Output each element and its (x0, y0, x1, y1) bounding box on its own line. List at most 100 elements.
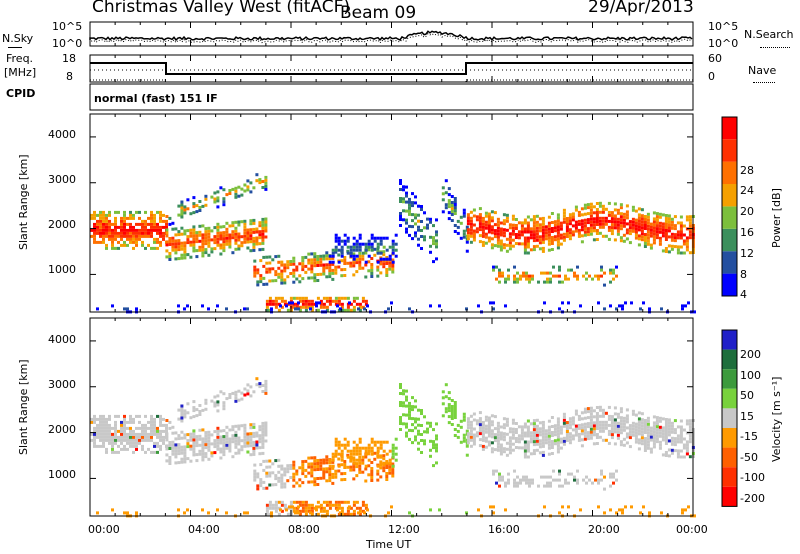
power-cell (447, 202, 451, 206)
power-cell (682, 251, 686, 255)
power-cell (183, 244, 187, 248)
power-cell (315, 301, 318, 305)
velocity-cell (441, 414, 445, 418)
velocity-cell (102, 444, 105, 448)
power-cell (126, 228, 129, 232)
power-cell (484, 211, 488, 215)
velocity-cell (513, 469, 516, 473)
velocity-cell (429, 508, 432, 512)
velocity-cell (283, 503, 287, 507)
velocity-cell (349, 458, 353, 462)
velocity-cell (640, 430, 644, 434)
velocity-cell (568, 432, 572, 436)
power-cell (600, 274, 603, 278)
power-cell (141, 240, 144, 244)
power-cell (168, 222, 172, 226)
power-cell (289, 260, 293, 263)
velocity-cell (129, 438, 132, 442)
power-cell (213, 247, 217, 251)
velocity-cell (405, 425, 408, 429)
velocity-cell (153, 426, 156, 430)
velocity-cell (535, 442, 539, 446)
power-cell (319, 305, 323, 309)
velocity-cell (423, 415, 426, 419)
velocity-cell (538, 430, 542, 434)
power-cell (616, 226, 620, 230)
velocity-cell (111, 508, 114, 512)
power-cell (358, 308, 362, 312)
velocity-cell (177, 437, 181, 441)
power-cell (237, 220, 241, 224)
velocity-cell (541, 438, 545, 442)
freq-label: Freq. (6, 52, 34, 65)
velocity-cell (550, 452, 554, 455)
power-ytick-2000: 2000 (48, 218, 76, 231)
power-cell (382, 253, 386, 257)
velocity-cell (556, 420, 560, 424)
xtick-3: 12:00 (388, 523, 420, 536)
power-cell (423, 238, 426, 242)
power-cell (177, 233, 181, 237)
power-cell (535, 223, 539, 227)
power-cell (640, 223, 644, 227)
velocity-cell (547, 431, 551, 435)
power-cell (655, 212, 659, 216)
power-cell (171, 242, 175, 246)
power-cell (390, 301, 393, 305)
velocity-cell (171, 443, 175, 447)
power-cell (456, 219, 460, 223)
velocity-cell (376, 449, 380, 453)
power-cell (625, 204, 629, 208)
velocity-cell (328, 506, 332, 510)
velocity-cell (613, 442, 617, 446)
velocity-cell (676, 425, 680, 429)
power-cell (610, 226, 614, 230)
nave-tick-bottom: 0 (708, 70, 715, 83)
power-cell (414, 195, 417, 199)
power-cell (243, 222, 247, 226)
velocity-cell (490, 414, 494, 418)
velocity-cell (579, 508, 582, 512)
velocity-cell (153, 450, 156, 454)
velocity-cell (340, 443, 344, 447)
power-cell (198, 233, 202, 237)
power-cell (607, 237, 611, 241)
power-cell (429, 217, 432, 221)
velocity-cell (234, 442, 238, 446)
power-cell (498, 280, 501, 284)
velocity-cell (601, 408, 605, 412)
power-cell (138, 222, 141, 226)
power-cell (613, 220, 617, 224)
velocity-cell (541, 444, 545, 448)
velocity-cell (667, 430, 671, 434)
power-cell (577, 234, 581, 238)
velocity-cell (343, 463, 347, 466)
velocity-cell (316, 462, 320, 465)
power-cell (358, 248, 362, 252)
power-cell (292, 305, 296, 309)
velocity-cell (532, 449, 536, 453)
velocity-cell (373, 440, 377, 444)
velocity-cell (171, 452, 175, 456)
velocity-cell (592, 415, 596, 419)
power-cell (346, 308, 350, 312)
velocity-cell (171, 431, 175, 435)
velocity-cell (234, 390, 238, 394)
velocity-cell (349, 506, 353, 510)
velocity-cell (496, 421, 500, 425)
velocity-cell (685, 446, 689, 450)
velocity-cell (388, 465, 392, 469)
power-cell (529, 230, 533, 234)
velocity-cell (676, 437, 680, 441)
power-cell (150, 225, 153, 229)
power-cell (453, 230, 457, 233)
velocity-cell (216, 429, 220, 433)
power-cell (123, 307, 126, 311)
power-cell (601, 204, 605, 208)
velocity-cell (355, 500, 359, 504)
velocity-cell (517, 446, 521, 450)
power-cell (340, 254, 344, 258)
power-cell (225, 242, 229, 246)
velocity-cell (520, 431, 524, 435)
power-cell (343, 308, 347, 312)
